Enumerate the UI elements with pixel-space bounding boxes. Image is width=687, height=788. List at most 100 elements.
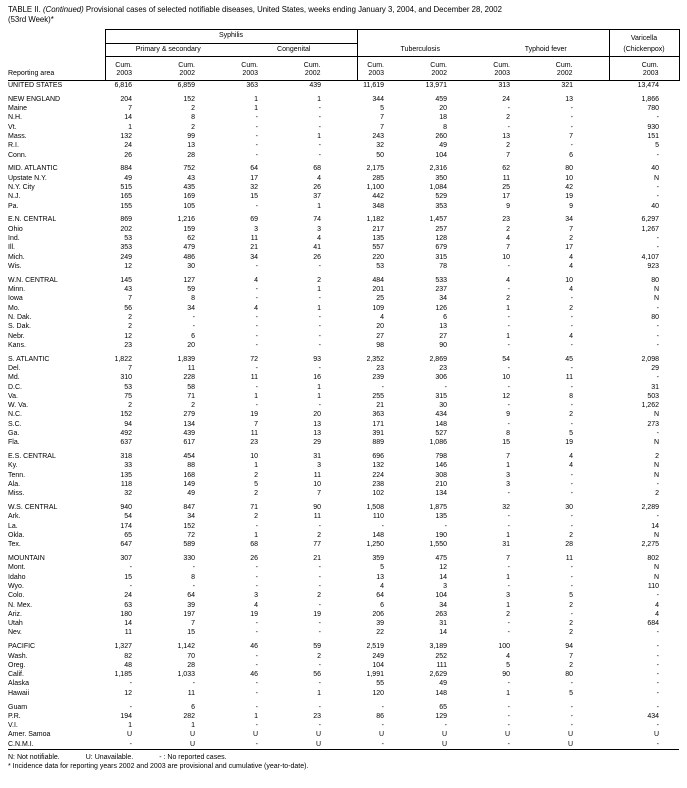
value-cell: 307	[120, 555, 132, 563]
value-cell: 174	[120, 522, 132, 530]
value-cell: -	[656, 661, 659, 669]
reporting-area-cell: MID. ATLANTIC	[8, 165, 58, 173]
value-cell: 1	[254, 392, 258, 400]
value-cell: 10	[313, 480, 321, 488]
cum-header-cell: Cum. 2002	[168, 56, 231, 82]
value-cell: 11	[250, 235, 258, 243]
table-row: Mass. 132 99 - 1 243 260 13 7 151	[8, 132, 679, 141]
table-row: V.I. 1 1 - - - - - - -	[8, 721, 679, 730]
value-cell: -	[507, 722, 510, 730]
value-cell: 98	[376, 341, 384, 349]
value-cell: -	[318, 564, 321, 572]
table-row: Hawaii 12 11 - 1 120 148 1 5 -	[8, 689, 679, 698]
value-cell: 217	[372, 225, 384, 233]
value-cell: -	[507, 341, 510, 349]
table-row: N.C. 152 279 19 20 363 434 9 2 N	[8, 410, 679, 419]
table-row: Ky. 33 88 1 3 132 146 1 4 N	[8, 461, 679, 470]
value-cell: 71	[250, 504, 258, 512]
value-cell: -	[255, 722, 258, 730]
value-cell: -	[255, 582, 258, 590]
value-cell: 104	[435, 151, 447, 159]
value-cell: 2	[569, 235, 573, 243]
value-cell: 5	[380, 564, 384, 572]
value-cell: 10	[250, 453, 258, 461]
value-cell: 9	[506, 202, 510, 210]
value-cell: -	[444, 522, 447, 530]
value-cell: 32	[124, 490, 132, 498]
value-cell: 8	[443, 123, 447, 131]
value-cell: -	[656, 652, 659, 660]
value-cell: 940	[120, 504, 132, 512]
reporting-area-cell: Del.	[8, 364, 21, 372]
value-cell: -	[656, 341, 659, 349]
cum-header-cell: Cum. 2002	[420, 56, 483, 82]
value-cell: 3	[506, 592, 510, 600]
value-cell: 37	[313, 193, 321, 201]
value-cell: -	[507, 364, 510, 372]
value-cell: 34	[565, 216, 573, 224]
value-cell: 23	[250, 439, 258, 447]
reporting-area-cell: S.C.	[8, 420, 22, 428]
footnote-item: U: Unavailable.	[85, 753, 134, 761]
value-cell: 20	[313, 411, 321, 419]
title-text: Provisional cases of selected notifiable…	[85, 5, 502, 14]
value-cell: 23	[124, 341, 132, 349]
value-cell: 68	[313, 165, 321, 173]
value-cell: -	[507, 620, 510, 628]
table-row: Alaska - - - - 55 49 - - -	[8, 679, 679, 688]
table-row: Nev. 11 15 - - 22 14 - 2 -	[8, 628, 679, 637]
value-cell: -	[570, 573, 573, 581]
value-cell: -	[255, 620, 258, 628]
cum-header-row: Cum. 2003 Cum. 2002 Cum. 2003 Cum. 2002 Cum. 2003…	[8, 56, 680, 82]
value-cell: 26	[313, 253, 321, 261]
value-cell: 239	[372, 374, 384, 382]
value-cell: 17	[250, 174, 258, 182]
table-row: E.N. CENTRAL 869 1,216 69 74 1,182 1,457 23 34 6,…	[8, 215, 679, 224]
value-cell: -	[570, 564, 573, 572]
value-cell: 3	[506, 471, 510, 479]
value-cell: -	[656, 193, 659, 201]
value-cell: 43	[124, 286, 132, 294]
value-cell: 15	[250, 193, 258, 201]
value-cell: -	[570, 703, 573, 711]
value-cell: 1	[128, 722, 132, 730]
value-cell: 28	[187, 661, 195, 669]
value-cell: 442	[372, 193, 384, 201]
value-cell: -	[570, 712, 573, 720]
notifiable-diseases-table: Reporting area Syphilis Varicella Primar…	[8, 28, 680, 750]
table-row: Mont. - - - - 5 12 - - N	[8, 563, 679, 572]
value-cell: 1,216	[177, 216, 195, 224]
value-cell: 2	[317, 592, 321, 600]
reporting-area-cell: Md.	[8, 374, 20, 382]
value-cell: 2,352	[366, 355, 384, 363]
value-cell: 56	[313, 671, 321, 679]
value-cell: 1	[317, 133, 321, 141]
value-cell: 5	[569, 592, 573, 600]
value-cell: -	[570, 313, 573, 321]
reporting-area-cell: Calif.	[8, 671, 24, 679]
reporting-area-cell: PACIFIC	[8, 643, 36, 651]
value-cell: -	[507, 262, 510, 270]
value-cell: 7	[317, 490, 321, 498]
value-cell: 17	[565, 244, 573, 252]
value-cell: -	[255, 202, 258, 210]
reporting-area-cell: Fla.	[8, 439, 20, 447]
value-cell: 1	[254, 462, 258, 470]
reporting-area-cell: Ark.	[8, 513, 21, 521]
footnote-item: N: Not notifiable.	[8, 753, 60, 761]
value-cell: U	[441, 731, 447, 739]
value-cell: 224	[372, 471, 384, 479]
table-row: La. 174 152 - - - - - - 14	[8, 522, 679, 531]
subgroup-header-row: Primary & secondary Congenital Tuberculo…	[8, 43, 680, 58]
value-cell: 194	[120, 712, 132, 720]
value-cell: -	[255, 133, 258, 141]
reporting-area-cell: Idaho	[8, 573, 26, 581]
value-cell: 202	[120, 225, 132, 233]
value-cell: -	[318, 680, 321, 688]
reporting-area-cell: Pa.	[8, 202, 19, 210]
reporting-area-cell: Guam	[8, 703, 28, 711]
value-cell: -	[570, 123, 573, 131]
title-label: TABLE II.	[8, 5, 41, 14]
value-cell: 2	[569, 629, 573, 637]
table-row: W. Va. 2 2 - - 21 30 - - 1,262	[8, 401, 679, 410]
